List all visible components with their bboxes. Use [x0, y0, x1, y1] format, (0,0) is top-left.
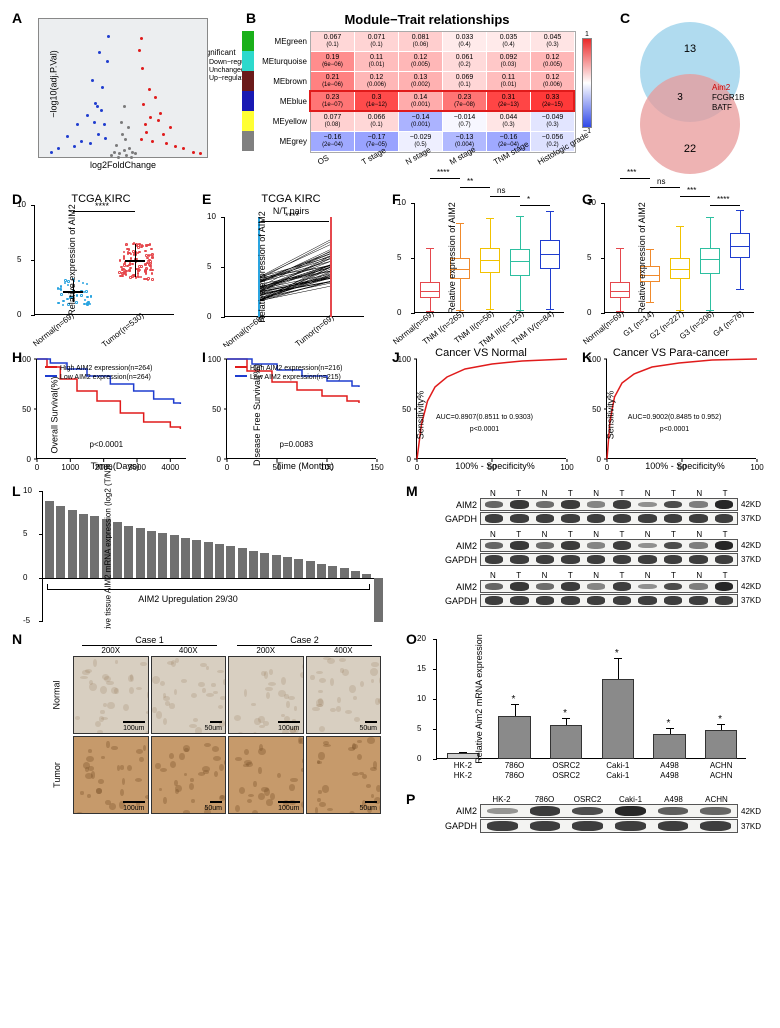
panel-label-c: C [620, 10, 630, 26]
svg-text:AUC=0.9002(0.8485 to 0.952): AUC=0.9002(0.8485 to 0.952) [628, 414, 722, 421]
svg-text:0: 0 [597, 455, 602, 464]
panel-i: I 050100050100150High AIM2 expression(n=… [198, 347, 384, 471]
row-5: N Case 1200X400XCase 2200X400XNormal100u… [8, 629, 772, 834]
module-trait-heatmap: 0.067(0.1)0.071(0.1)0.081(0.06)0.033(0.4… [310, 31, 576, 153]
svg-text:150: 150 [370, 463, 384, 472]
panel-n: N Case 1200X400XCase 2200X400XNormal100u… [8, 629, 398, 815]
row-1: A −log10(adj.P.Val) log2FoldChange signi… [8, 8, 772, 185]
svg-text:High AIM2 expression(n=216): High AIM2 expression(n=216) [250, 365, 342, 372]
bar-waterfall-l: -50510AIM2 Upregulation 29/30 [42, 491, 382, 621]
svg-text:BATF: BATF [712, 103, 732, 112]
panel-p: P HK-2786OOSRC2Caki-1A498ACHNAIM242KDGAP… [402, 789, 772, 834]
row-4: L -50510AIM2 Upregulation 29/30 Relative… [8, 481, 772, 621]
svg-text:0: 0 [415, 463, 420, 472]
svg-text:50: 50 [592, 405, 601, 414]
svg-text:50: 50 [212, 405, 221, 414]
svg-text:0: 0 [407, 455, 412, 464]
svg-text:Aim2: Aim2 [712, 83, 731, 92]
panel-k: K Cancer VS Para-cancer 050100050100AUC=… [578, 347, 764, 471]
svg-text:High AIM2 expression(n=264): High AIM2 expression(n=264) [60, 365, 152, 372]
svg-text:p<0.0001: p<0.0001 [470, 426, 499, 433]
svg-text:p<0.0001: p<0.0001 [660, 426, 689, 433]
western-blot-m: NTNTNTNTNTAIM242KDGAPDH37KDNTNTNTNTNTAIM… [442, 489, 772, 612]
svg-text:FCGR1B: FCGR1B [712, 93, 744, 102]
svg-text:Low AIM2 expression(n=264): Low AIM2 expression(n=264) [60, 374, 151, 381]
row-3: H 05010001000200030004000High AIM2 expre… [8, 347, 772, 471]
panel-f: F 0510Normal(n=69)TNM I(n=265)TNM II(n=5… [388, 189, 574, 313]
svg-text:50: 50 [22, 405, 31, 414]
row-2: D TCGA KIRC 0510Normal(n=69)Tumor(n=530)… [8, 189, 772, 317]
panel-o: O 05101520HK-2HK-2*786O786O*OSRC2OSRC2*C… [402, 629, 772, 759]
svg-text:50: 50 [402, 405, 411, 414]
ihc-images: Case 1200X400XCase 2200X400XNormal100um5… [42, 635, 382, 815]
panel-c: C 13 22 3 Aim2FCGR1BBATF [616, 8, 766, 176]
svg-text:p<0.0001: p<0.0001 [90, 440, 124, 449]
svg-text:Low AIM2 expression(n=215): Low AIM2 expression(n=215) [250, 374, 341, 381]
svg-text:3: 3 [677, 92, 683, 103]
svg-text:1000: 1000 [61, 463, 79, 472]
svg-text:0: 0 [605, 463, 610, 472]
svg-text:0: 0 [225, 463, 230, 472]
svg-text:0: 0 [27, 455, 32, 464]
roc-plot-j: 050100050100AUC=0.8907(0.8511 to 0.9303)… [416, 359, 566, 459]
panel-l: L -50510AIM2 Upregulation 29/30 Relative… [8, 481, 398, 621]
panel-a: A −log10(adj.P.Val) log2FoldChange signi… [8, 8, 238, 170]
panel-label-a: A [12, 10, 22, 26]
svg-text:100: 100 [750, 463, 764, 472]
svg-text:AUC=0.8907(0.8511 to 0.9303): AUC=0.8907(0.8511 to 0.9303) [436, 414, 533, 421]
km-plot-i: 050100050100150High AIM2 expression(n=21… [226, 359, 376, 459]
roc-plot-k: 050100050100AUC=0.9002(0.8485 to 0.952)p… [606, 359, 756, 459]
panel-b: B Module−Trait relationships MEgreenMEtu… [242, 8, 612, 185]
western-blot-p: HK-2786OOSRC2Caki-1A498ACHNAIM242KDGAPDH… [442, 795, 772, 833]
boxplot-f: 0510Normal(n=69)TNM I(n=265)TNM II(n=56)… [414, 203, 564, 313]
panel-g: G 0510Normal(n=69)G1 (n=14)G2 (n=227)G3 … [578, 189, 764, 313]
panel-label-b: B [246, 10, 256, 26]
panel-d: D TCGA KIRC 0510Normal(n=69)Tumor(n=530)… [8, 189, 194, 315]
svg-text:100: 100 [208, 355, 222, 364]
svg-text:13: 13 [684, 43, 696, 55]
volcano-ylabel: −log10(adj.P.Val) [49, 50, 59, 117]
panel-j: J Cancer VS Normal 050100050100AUC=0.890… [388, 347, 574, 471]
heatmap-colorbar: 1 −1 [582, 31, 592, 185]
figure: A −log10(adj.P.Val) log2FoldChange signi… [8, 8, 772, 834]
panel-e: E TCGA KIRCN/T pairs 0510Normal(n=69)Tum… [198, 189, 384, 317]
svg-text:0: 0 [217, 455, 222, 464]
panel-m: M NTNTNTNTNTAIM242KDGAPDH37KDNTNTNTNTNTA… [402, 481, 772, 612]
svg-text:100: 100 [560, 463, 574, 472]
strip-plot-d: 0510Normal(n=69)Tumor(n=530)**** [34, 205, 174, 315]
volcano-plot [38, 18, 208, 158]
heatmap-title: Module−Trait relationships [242, 12, 612, 27]
panel-h: H 05010001000200030004000High AIM2 expre… [8, 347, 194, 471]
volcano-xlabel: log2FoldChange [38, 160, 208, 170]
svg-text:4000: 4000 [161, 463, 179, 472]
paired-plot-e: 0510Normal(n=69)Tumor(n=69)**** [224, 217, 364, 317]
svg-text:0: 0 [35, 463, 40, 472]
svg-text:p=0.0083: p=0.0083 [280, 440, 314, 449]
svg-text:22: 22 [684, 143, 696, 155]
venn-diagram: 13 22 3 Aim2FCGR1BBATF [616, 14, 764, 176]
boxplot-g: 0510Normal(n=69)G1 (n=14)G2 (n=227)G3 (n… [604, 203, 754, 313]
